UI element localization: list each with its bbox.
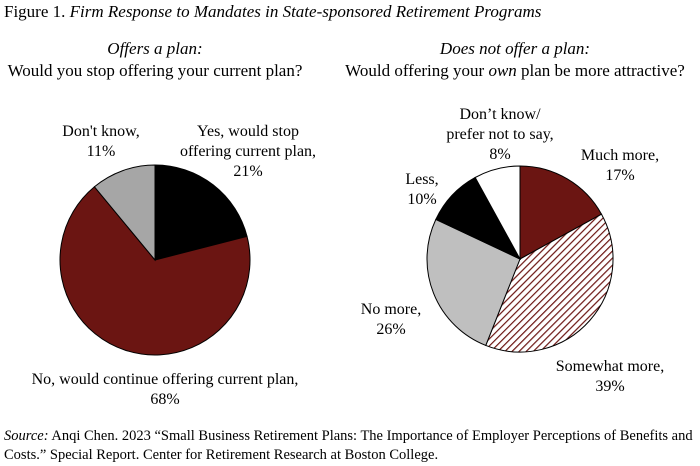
label-line: No more, bbox=[360, 301, 422, 318]
figure-title-text: Firm Response to Mandates in State-spons… bbox=[69, 2, 542, 21]
slice-somewhat-more bbox=[485, 213, 614, 353]
label-line: Don't know, bbox=[62, 123, 140, 140]
figure-title: Figure 1. Firm Response to Mandates in S… bbox=[4, 2, 541, 22]
left-subtitle-italic: Offers a plan: bbox=[107, 39, 203, 58]
slice-value: 26% bbox=[376, 321, 406, 338]
slice-label-less: Less, 10% bbox=[392, 170, 452, 210]
source-label: Source: bbox=[4, 428, 49, 444]
slice-label-yes-stop: Yes, would stop offering current plan, 2… bbox=[164, 122, 332, 182]
slice-value: 17% bbox=[605, 167, 635, 184]
figure-label: Figure 1. bbox=[4, 2, 66, 21]
right-pie bbox=[426, 165, 614, 353]
right-chart-subtitle: Does not offer a plan: Would offering yo… bbox=[330, 38, 700, 82]
left-chart-subtitle: Offers a plan: Would you stop offering y… bbox=[0, 38, 310, 82]
slice-label-dont-know-prefer: Don’t know/ prefer not to say, 8% bbox=[425, 105, 575, 165]
slice-label-no-continue: No, would continue offering current plan… bbox=[0, 370, 330, 410]
label-line: Somewhat more, bbox=[555, 358, 665, 375]
source-note: Source: Anqi Chen. 2023 “Small Business … bbox=[4, 427, 694, 465]
right-subtitle-post: plan be more attractive? bbox=[516, 61, 685, 80]
right-subtitle-pre: Would offering your bbox=[345, 61, 489, 80]
label-line: No, would continue offering current plan… bbox=[31, 371, 299, 388]
slice-dont-know bbox=[93, 164, 156, 262]
source-text: Anqi Chen. 2023 “Small Business Retireme… bbox=[4, 428, 693, 463]
slice-label-somewhat-more: Somewhat more, 39% bbox=[535, 357, 685, 397]
slice-value: 39% bbox=[595, 378, 625, 395]
label-line: Much more, bbox=[580, 147, 660, 164]
slice-yes-stop bbox=[154, 164, 248, 261]
slice-value: 11% bbox=[86, 143, 116, 160]
right-subtitle-em: own bbox=[488, 61, 517, 80]
right-subtitle-italic: Does not offer a plan: bbox=[439, 39, 591, 58]
slice-value: 21% bbox=[233, 163, 263, 180]
label-line: offering current plan, bbox=[179, 143, 317, 160]
label-line: Less, bbox=[405, 171, 439, 188]
slice-dont-know-prefer bbox=[474, 165, 521, 260]
slice-label-dont-know: Don't know, 11% bbox=[46, 122, 156, 162]
left-subtitle-question: Would you stop offering your current pla… bbox=[7, 61, 303, 80]
slice-no-continue bbox=[59, 186, 251, 356]
slice-value: 8% bbox=[489, 146, 511, 163]
left-pie bbox=[59, 164, 251, 356]
label-line: Don’t know/ bbox=[459, 106, 541, 123]
slice-value: 68% bbox=[150, 391, 180, 408]
slice-label-no-more: No more, 26% bbox=[346, 300, 436, 340]
slice-label-much-more: Much more, 17% bbox=[565, 146, 675, 186]
label-line: prefer not to say, bbox=[446, 126, 554, 143]
label-line: Yes, would stop bbox=[197, 123, 299, 140]
slice-value: 10% bbox=[407, 191, 437, 208]
slice-no-more bbox=[426, 218, 521, 347]
slice-much-more bbox=[519, 165, 603, 260]
right-subtitle-question: Would offering your own plan be more att… bbox=[330, 60, 700, 82]
